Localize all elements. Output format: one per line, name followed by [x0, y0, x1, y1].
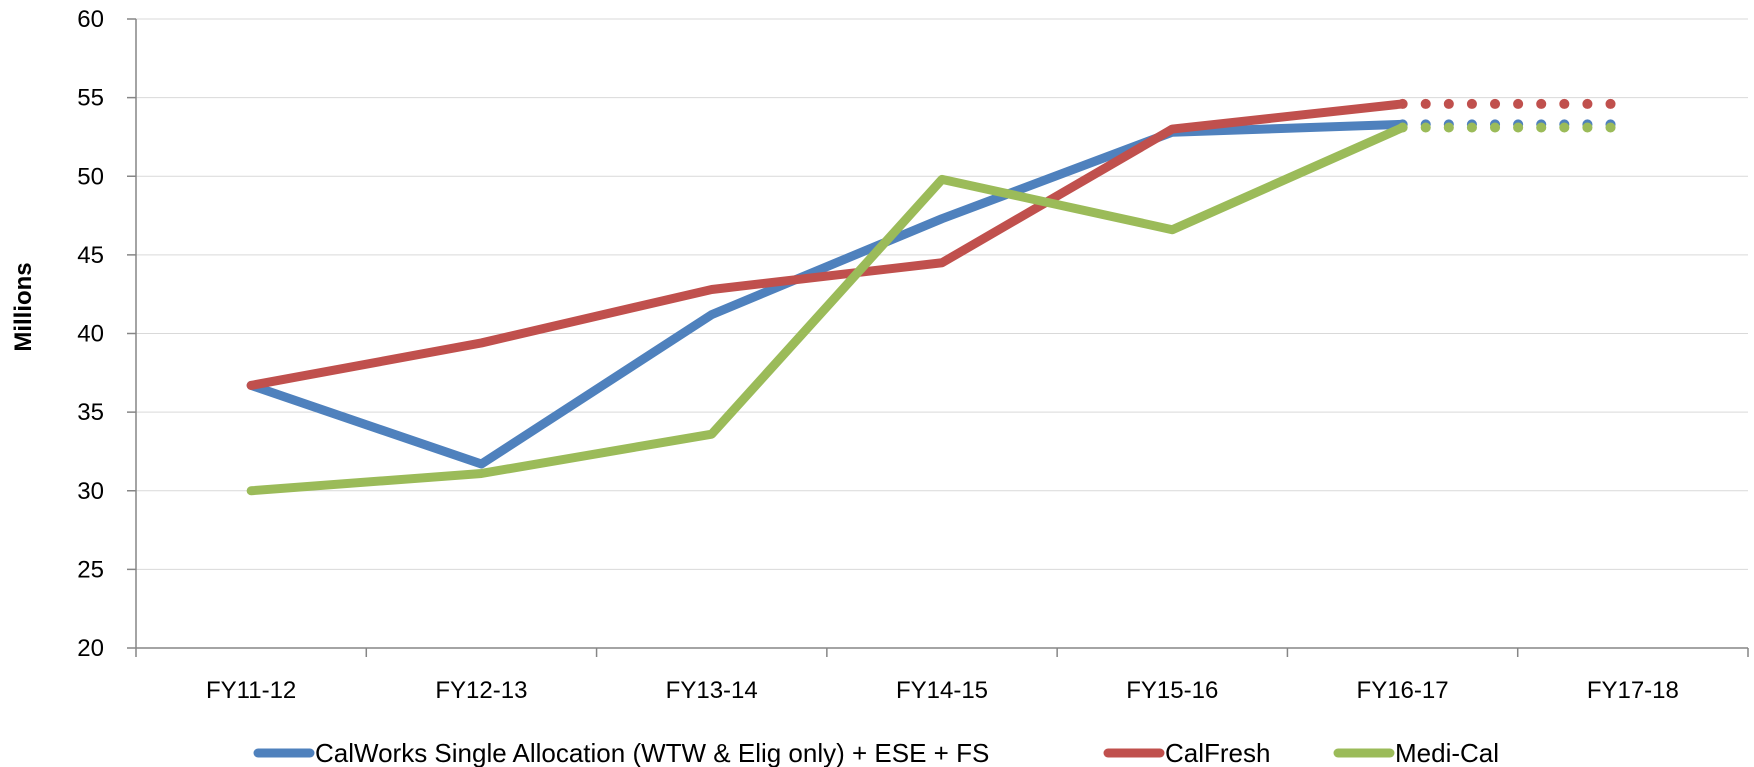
- y-tick-label: 60: [77, 6, 104, 33]
- axes: [127, 18, 1749, 657]
- x-tick-label: FY14-15: [896, 677, 988, 704]
- y-tick-label: 45: [77, 242, 104, 269]
- x-tick-label: FY15-16: [1126, 677, 1218, 704]
- x-tick-label: FY17-18: [1587, 677, 1679, 704]
- series-line-0: [246, 119, 1408, 469]
- legend-label-1: CalFresh: [1165, 738, 1270, 767]
- y-tick-label: 20: [77, 635, 104, 662]
- x-tick-labels: FY11-12 FY12-13 FY13-14 FY14-15 FY15-16 FY16-…: [206, 677, 1679, 704]
- y-tick-label: 35: [77, 399, 104, 426]
- y-tick-label: 55: [77, 85, 104, 112]
- x-tick-label: FY16-17: [1357, 677, 1449, 704]
- y-tick-labels: 20 25 30 35 40 45 50 55 60: [77, 6, 104, 662]
- y-tick-label: 25: [77, 556, 104, 583]
- legend: CalWorks Single Allocation (WTW & Elig o…: [253, 738, 1499, 767]
- x-tick-label: FY13-14: [666, 677, 758, 704]
- y-tick-label: 30: [77, 478, 104, 505]
- y-tick-label: 50: [77, 163, 104, 190]
- y-tick-label: 40: [77, 321, 104, 348]
- x-tick-label: FY11-12: [206, 677, 296, 704]
- series: [246, 98, 1638, 496]
- legend-label-0: CalWorks Single Allocation (WTW & Elig o…: [315, 738, 989, 767]
- gridlines: [136, 18, 1748, 570]
- x-tick-label: FY12-13: [435, 677, 527, 704]
- series-line-1: [246, 99, 1408, 390]
- series-line-2: [246, 123, 1408, 496]
- legend-label-2: Medi-Cal: [1395, 738, 1499, 767]
- y-axis-label: Millions: [10, 262, 37, 351]
